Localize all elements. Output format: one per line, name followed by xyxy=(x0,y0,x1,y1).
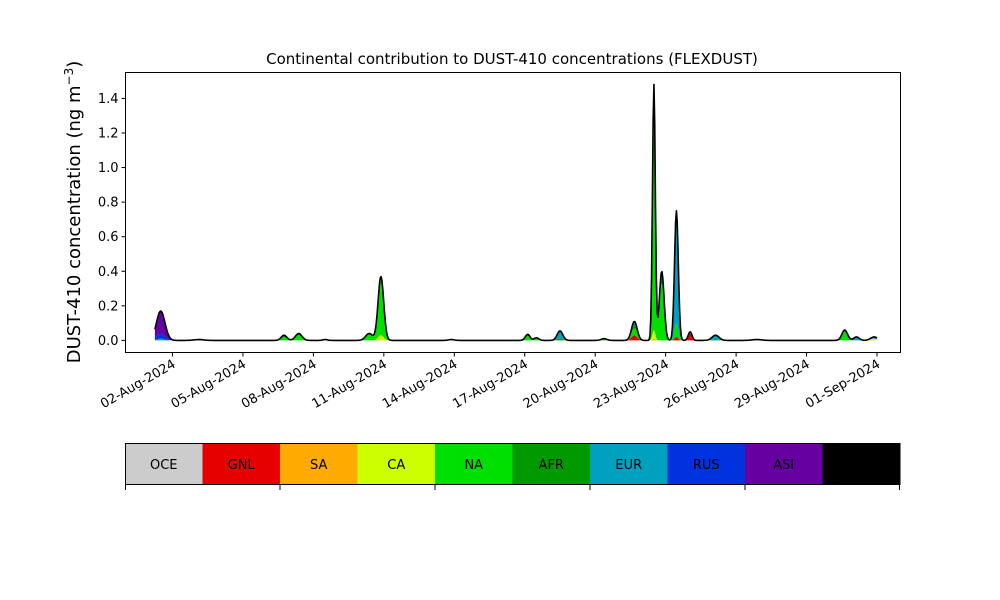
y-tick-label: 0.6 xyxy=(98,230,119,245)
y-axis-label: DUST-410 concentration (ng m−3) xyxy=(62,61,85,364)
y-tick-label: 0.2 xyxy=(98,299,119,314)
legend-label-gnl: GNL xyxy=(228,458,256,473)
x-tick-label: 11-Aug-2024 xyxy=(309,357,389,412)
legend-label-aus: AUS xyxy=(848,458,875,473)
y-tick-label: 0.0 xyxy=(98,334,119,349)
x-axis: 02-Aug-202405-Aug-202408-Aug-202411-Aug-… xyxy=(98,352,883,412)
chart-title: Continental contribution to DUST-410 con… xyxy=(266,50,758,68)
x-tick-label: 05-Aug-2024 xyxy=(169,357,249,412)
area-afr xyxy=(154,105,878,341)
plot-area xyxy=(154,83,878,342)
x-tick-label: 17-Aug-2024 xyxy=(450,357,530,412)
area-eur xyxy=(154,91,878,341)
y-axis-label-main: DUST-410 concentration (ng m xyxy=(64,85,85,363)
legend-swatch-eur xyxy=(590,443,668,485)
x-tick-label: 08-Aug-2024 xyxy=(239,357,319,412)
area-na xyxy=(154,113,878,341)
y-tick-label: 1.2 xyxy=(98,126,119,141)
y-tick-label: 0.8 xyxy=(98,196,119,211)
x-tick-label: 23-Aug-2024 xyxy=(591,357,671,412)
area-ca xyxy=(154,330,878,341)
x-tick-label: 29-Aug-2024 xyxy=(732,357,812,412)
legend-colorbar: OCE GNL SA CA NA AFR EUR RUS ASI AUS xyxy=(125,443,901,490)
y-tick-label: 0.4 xyxy=(98,265,119,280)
legend-swatch-sa xyxy=(280,443,358,485)
y-axis-label-close: ) xyxy=(64,61,85,68)
plot-frame xyxy=(125,72,901,353)
area-gnl xyxy=(154,333,878,341)
legend-swatch-asi xyxy=(745,443,823,485)
legend-frame xyxy=(125,443,900,485)
x-tick-label: 01-Sep-2024 xyxy=(803,357,883,412)
y-tick-label: 1.0 xyxy=(98,161,119,176)
legend-label-eur: EUR xyxy=(615,458,642,473)
total-line xyxy=(154,83,878,342)
legend-label-sa: SA xyxy=(310,458,327,473)
legend-label-oce: OCE xyxy=(150,458,178,473)
y-axis-label-sup: −3 xyxy=(62,68,76,86)
legend-swatch-gnl xyxy=(202,443,281,485)
legend-label-ca: CA xyxy=(387,458,405,473)
x-tick-label: 20-Aug-2024 xyxy=(521,357,601,412)
y-tick-label: 1.4 xyxy=(98,92,119,107)
area-rus xyxy=(154,84,878,341)
x-tick-label: 14-Aug-2024 xyxy=(380,357,460,412)
legend-swatch-afr xyxy=(512,443,591,485)
area-aus xyxy=(154,84,878,341)
legend-swatch-na xyxy=(435,443,513,485)
area-sa xyxy=(154,333,878,341)
legend-label-rus: RUS xyxy=(693,458,720,473)
x-tick-label: 02-Aug-2024 xyxy=(98,357,178,412)
y-axis: 0.0 0.2 0.4 0.6 0.8 1.0 1.2 1.4 xyxy=(98,92,126,349)
x-tick-label: 26-Aug-2024 xyxy=(662,357,742,412)
area-asi xyxy=(154,84,878,341)
legend-label-asi: ASI xyxy=(773,458,794,473)
legend-swatch-ca xyxy=(357,443,436,485)
legend-label-afr: AFR xyxy=(539,458,564,473)
legend-label-na: NA xyxy=(464,458,483,473)
legend-swatch-aus xyxy=(822,443,901,485)
legend-swatch-rus xyxy=(667,443,746,485)
legend-swatch-oce xyxy=(125,443,203,485)
